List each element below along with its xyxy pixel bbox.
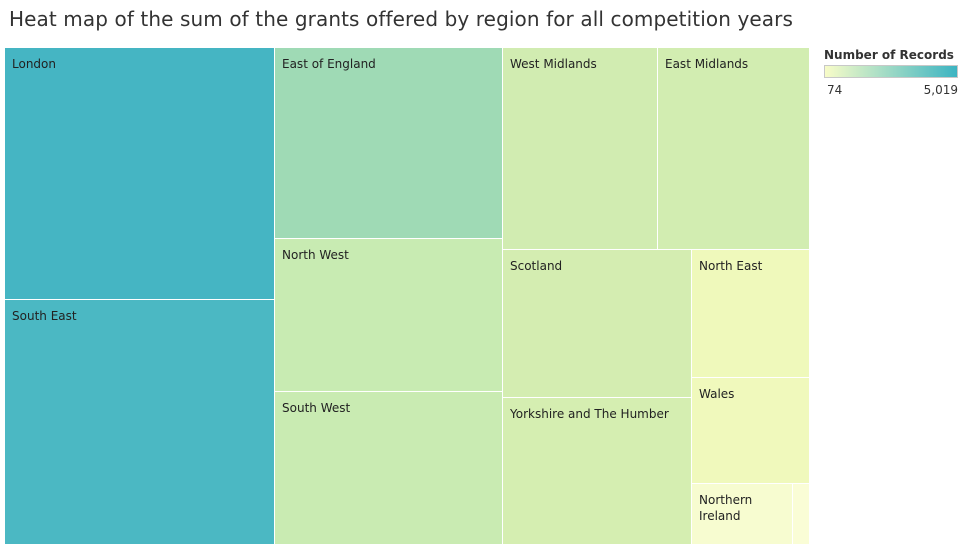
treemap-cell-scotland[interactable]: Scotland bbox=[503, 250, 692, 398]
treemap-cell-london[interactable]: London bbox=[5, 48, 275, 300]
treemap-cell-west-midlands[interactable]: West Midlands bbox=[503, 48, 658, 250]
cell-label: East Midlands bbox=[665, 57, 749, 71]
treemap-cell-east-midlands[interactable]: East Midlands bbox=[658, 48, 810, 250]
cell-label: South West bbox=[282, 401, 351, 415]
cell-label: Wales bbox=[699, 387, 735, 401]
treemap-cell-north-west[interactable]: North West bbox=[275, 239, 503, 392]
treemap-cell-north-east[interactable]: North East bbox=[692, 250, 810, 378]
legend-gradient-bar bbox=[824, 65, 958, 78]
treemap-cell-yorkshire-and-the-humber[interactable]: Yorkshire and The Humber bbox=[503, 398, 692, 545]
legend-max-label: 5,019 bbox=[923, 83, 958, 97]
legend-min-label: 74 bbox=[827, 83, 843, 97]
treemap-cell-unlabeled[interactable] bbox=[793, 484, 810, 545]
treemap-cell-wales[interactable]: Wales bbox=[692, 378, 810, 484]
cell-label: South East bbox=[12, 309, 77, 323]
color-legend: Number of Records 74 5,019 bbox=[824, 48, 960, 97]
cell-label: North West bbox=[282, 248, 349, 262]
treemap-cell-south-west[interactable]: South West bbox=[275, 392, 503, 545]
cell-label: Northern Ireland bbox=[699, 493, 753, 523]
legend-title: Number of Records bbox=[824, 48, 954, 62]
cell-label: Yorkshire and The Humber bbox=[510, 407, 669, 421]
cell-label: East of England bbox=[282, 57, 376, 71]
chart-title: Heat map of the sum of the grants offere… bbox=[9, 7, 793, 31]
cell-label: London bbox=[12, 57, 56, 71]
cell-label: West Midlands bbox=[510, 57, 597, 71]
treemap-cell-east-of-england[interactable]: East of England bbox=[275, 48, 503, 239]
cell-label: North East bbox=[699, 259, 763, 273]
treemap-cell-northern-ireland[interactable]: Northern Ireland bbox=[692, 484, 793, 545]
treemap-cell-south-east[interactable]: South East bbox=[5, 300, 275, 545]
cell-label: Scotland bbox=[510, 259, 563, 273]
